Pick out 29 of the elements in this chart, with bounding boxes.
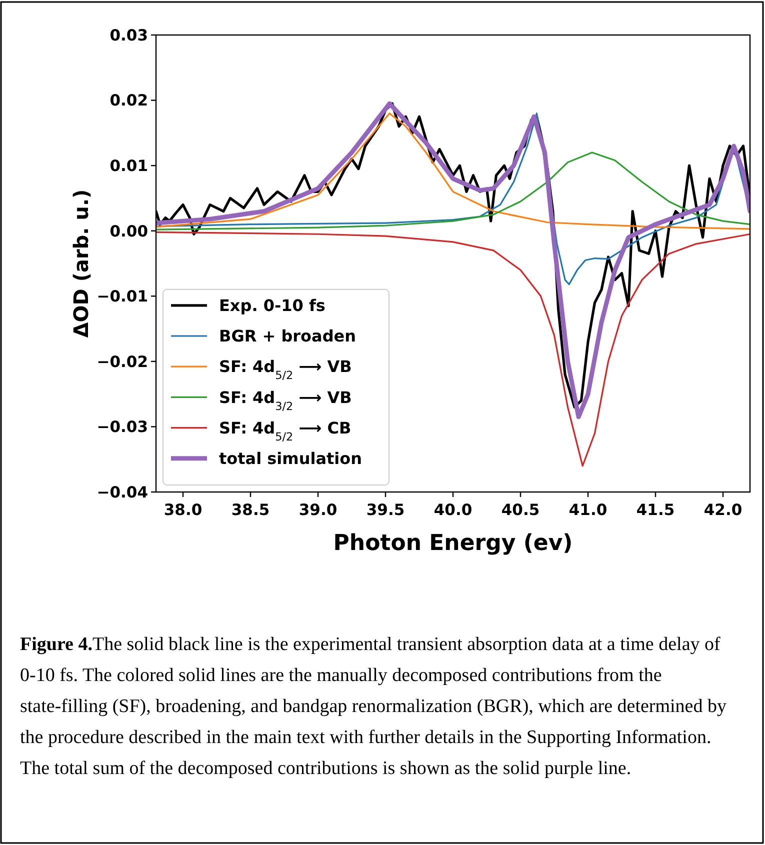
legend-label: SF: 4d$_{3/2}$ ⟶ VB	[219, 388, 352, 412]
legend-label: SF: 4d$_{5/2}$ ⟶ VB	[219, 357, 352, 382]
legend-label: Exp. 0-10 fs	[219, 296, 326, 315]
legend-label: SF: 4d$_{5/2}$ ⟶ CB	[219, 418, 352, 443]
legend-label: BGR + broaden	[219, 326, 356, 346]
y-tick-label: 0.02	[110, 92, 148, 110]
line-series	[156, 112, 750, 230]
caption: Figure 4.The solid black line is the experimental transient absorption data at a time delay of 0-10 fs. The colored solid lines are the manually decomposed contributions from the state-filling (SF), broadening, and bandgap renormalization (BGR), which are determined by the procedure described in the main text with further details in the Supporting Information. The total sum of the decomposed contributions is shown as the solid purple line.	[20, 634, 727, 779]
line-series	[156, 152, 750, 230]
x-axis-title: Photon Energy (ev)	[333, 531, 573, 556]
x-tick-label: 38.0	[164, 501, 202, 519]
x-tick-label: 38.5	[231, 501, 270, 519]
x-tick-label: 41.5	[636, 501, 675, 519]
y-tick-label: 0.03	[110, 26, 148, 44]
y-tick-label: 0.00	[110, 222, 148, 240]
x-tick-label: 39.0	[298, 501, 338, 519]
legend-label: total simulation	[219, 449, 362, 468]
x-tick-label: 40.0	[434, 501, 472, 519]
x-tick-label: 40.5	[501, 501, 540, 519]
y-tick-label: 0.01	[110, 156, 148, 175]
y-tick-label: −0.04	[96, 483, 148, 502]
line-series	[156, 231, 750, 467]
y-axis-title: ΔOD (arb. u.)	[69, 189, 93, 338]
x-tick-label: 39.5	[366, 501, 405, 519]
x-tick-label: 42.0	[704, 501, 742, 519]
x-tick-label: 41.0	[568, 501, 608, 519]
y-tick-label: −0.01	[96, 288, 148, 306]
y-tick-label: −0.03	[96, 418, 148, 436]
y-tick-label: −0.02	[96, 352, 148, 371]
